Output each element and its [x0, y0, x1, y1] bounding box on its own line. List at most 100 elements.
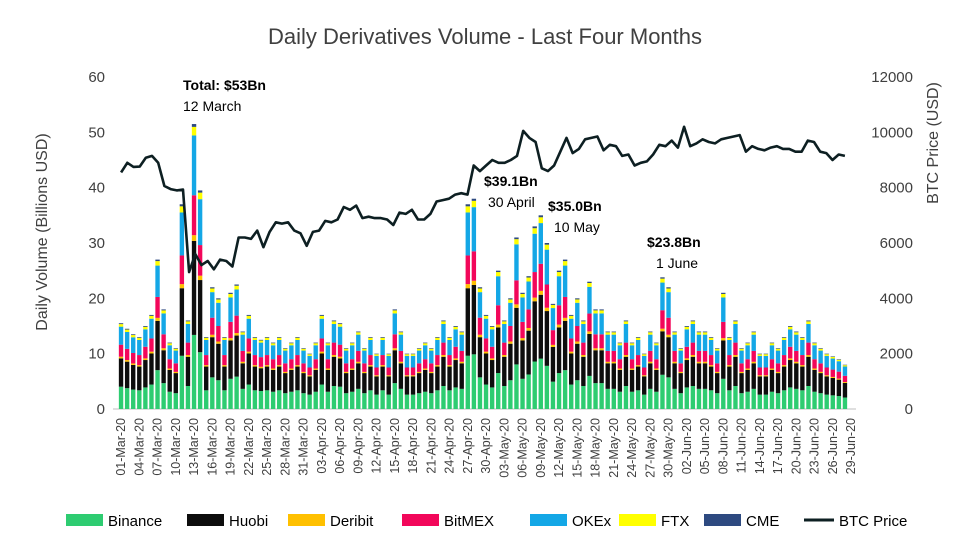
btc-price-line: [120, 125, 846, 274]
bar-segment-binance: [556, 373, 562, 409]
bar-segment-huobi: [471, 284, 477, 355]
bar-segment-deribit: [489, 358, 495, 361]
bar-segment-ftx: [362, 348, 367, 351]
bar-segment-huobi: [526, 330, 531, 375]
bar-segment-huobi: [343, 373, 349, 394]
legend-swatch: [704, 514, 741, 526]
bar-segment-deribit: [611, 361, 616, 364]
bar-segment-okex: [210, 292, 215, 318]
bar-segment-bitmex: [404, 367, 410, 376]
bar-segment-ftx: [423, 343, 428, 346]
x-tick-label: 28-Mar-20: [278, 418, 292, 476]
bar-segment-ftx: [575, 299, 580, 303]
bar-segment-okex: [270, 345, 276, 360]
bar-segment-huobi: [185, 356, 191, 386]
bar-segment-okex: [246, 318, 251, 339]
bar-segment-huobi: [295, 366, 300, 391]
bar-segment-okex: [781, 339, 787, 356]
bar-segment-ftx: [611, 332, 616, 335]
bar-segment-deribit: [307, 375, 312, 377]
bar-segment-okex: [830, 358, 835, 370]
bar-segment-huobi: [380, 366, 385, 391]
bar-segment-okex: [228, 297, 233, 322]
bar-segment-binance: [575, 380, 580, 409]
bar-segment-bitmex: [763, 367, 769, 376]
y-axis-left: 0 10 20 30 40 50 60: [88, 69, 105, 418]
bar-segment-bitmex: [593, 334, 598, 349]
bar-segment-deribit: [702, 361, 708, 364]
bar-segment-bitmex: [356, 350, 361, 362]
bar-segment-huobi: [727, 366, 732, 391]
bar-segment-ftx: [666, 288, 671, 293]
bar-segment-huobi: [751, 363, 756, 389]
bar-segment-binance: [788, 387, 793, 409]
bar-segment-cme: [794, 331, 799, 333]
bar-segment-ftx: [599, 310, 604, 314]
bar-segment-ftx: [623, 321, 629, 325]
bar-segment-cme: [635, 337, 641, 338]
bar-segment-bitmex: [508, 326, 513, 342]
bar-segment-okex: [283, 350, 288, 364]
bar-segment-huobi: [270, 369, 276, 392]
bar-segment-huobi: [800, 366, 805, 391]
bar-segment-bitmex: [416, 363, 422, 372]
bar-segment-huobi: [562, 320, 568, 371]
bar-segment-ftx: [441, 321, 446, 325]
bar-segment-huobi: [398, 363, 404, 389]
bar-segment-deribit: [654, 368, 659, 370]
bar-segment-okex: [234, 289, 239, 316]
bar-segment-okex: [520, 297, 525, 322]
bar-segment-okex: [319, 318, 324, 339]
bar-segment-okex: [684, 329, 689, 347]
bar-segment-huobi: [824, 376, 829, 395]
bar-segment-bitmex: [155, 296, 160, 318]
bar-segment-cme: [362, 348, 367, 349]
bar-segment-binance: [830, 395, 835, 409]
bar-segment-okex: [301, 350, 306, 364]
bar-segment-ftx: [562, 261, 568, 266]
bar-segment-ftx: [465, 206, 470, 213]
bar-segment-huobi: [690, 356, 696, 386]
bar-segment-bitmex: [635, 355, 641, 366]
bar-segment-deribit: [842, 382, 848, 383]
bar-segment-binance: [648, 388, 653, 409]
bar-segment-ftx: [617, 343, 623, 346]
bar-segment-cme: [483, 314, 489, 316]
bar-segment-huobi: [410, 376, 416, 395]
bar-segment-bitmex: [666, 317, 671, 335]
bar-segment-bitmex: [733, 342, 738, 355]
bar-segment-binance: [496, 373, 501, 409]
bar-segment-bitmex: [453, 346, 458, 359]
bar-segment-binance: [812, 391, 817, 409]
bar-segment-bitmex: [264, 355, 270, 366]
bar-segment-cme: [270, 342, 276, 344]
x-tick-label: 21-Apr-20: [424, 418, 438, 474]
bar-segment-deribit: [234, 333, 239, 336]
bar-segment-huobi: [550, 346, 556, 382]
bar-segment-bitmex: [301, 363, 306, 372]
x-tick-label: 27-Apr-20: [461, 418, 475, 474]
bar-segment-bitmex: [648, 350, 653, 362]
bar-segment-cme: [185, 320, 191, 322]
bar-segment-okex: [587, 286, 592, 314]
bar-segment-binance: [599, 383, 604, 409]
bar-segment-huobi: [264, 366, 270, 391]
bar-segment-binance: [191, 334, 197, 409]
bar-segment-binance: [581, 385, 586, 409]
bar-segment-bitmex: [374, 367, 379, 376]
bar-segment-huobi: [599, 350, 604, 384]
bar-segment-binance: [423, 391, 428, 409]
bar-segment-cme: [623, 320, 629, 322]
bar-segment-okex: [672, 334, 677, 351]
bar-segment-deribit: [508, 341, 513, 344]
bar-segment-deribit: [416, 371, 422, 374]
bar-segment-huobi: [489, 360, 495, 388]
y-axis-title: Daily Volume (Billions USD): [34, 133, 51, 330]
bar-segment-huobi: [575, 343, 580, 381]
bar-segment-bitmex: [362, 363, 367, 372]
bar-segment-deribit: [118, 356, 124, 359]
bar-segment-ftx: [185, 321, 191, 325]
bar-segment-binance: [526, 374, 531, 409]
chart-title: Daily Derivatives Volume - Last Four Mon…: [268, 24, 702, 49]
bar-segment-huobi: [623, 356, 629, 386]
